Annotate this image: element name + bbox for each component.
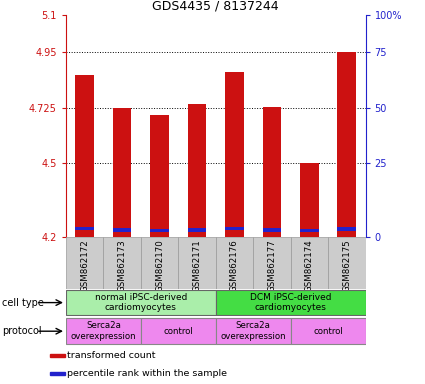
Bar [263,228,281,232]
Text: control: control [163,327,193,336]
Text: Serca2a
overexpression: Serca2a overexpression [71,321,136,341]
Title: GDS4435 / 8137244: GDS4435 / 8137244 [153,0,279,13]
Bar [75,227,94,230]
Text: normal iPSC-derived
cardiomyocytes: normal iPSC-derived cardiomyocytes [95,293,187,312]
Bar [141,318,215,344]
Bar [225,72,244,237]
Bar [215,291,366,315]
Text: GSM862175: GSM862175 [342,239,351,291]
Bar [50,354,65,357]
Bar [337,227,356,231]
Bar [141,237,178,289]
Bar [300,163,319,237]
Bar [150,229,169,232]
Bar [291,318,366,344]
Bar [66,291,215,315]
Text: GSM862177: GSM862177 [267,239,276,291]
Bar [253,237,291,289]
Bar [113,108,131,237]
Bar [215,237,253,289]
Bar [66,318,141,344]
Text: transformed count: transformed count [67,351,155,360]
Bar [50,372,65,375]
Text: GSM862170: GSM862170 [155,239,164,291]
Bar [113,228,131,232]
Bar [178,237,215,289]
Text: GSM862172: GSM862172 [80,239,89,291]
Bar [225,227,244,230]
Bar [337,52,356,237]
Bar [187,228,206,232]
Bar [328,237,366,289]
Text: percentile rank within the sample: percentile rank within the sample [67,369,227,378]
Text: GSM862173: GSM862173 [118,239,127,291]
Text: Serca2a
overexpression: Serca2a overexpression [220,321,286,341]
Text: DCM iPSC-derived
cardiomyocytes: DCM iPSC-derived cardiomyocytes [250,293,332,312]
Text: cell type: cell type [2,298,44,308]
Text: protocol: protocol [2,326,42,336]
Bar [291,237,328,289]
Text: GSM862176: GSM862176 [230,239,239,291]
Bar [300,229,319,232]
Bar [215,318,291,344]
Bar [263,107,281,237]
Text: GSM862174: GSM862174 [305,239,314,291]
Bar [75,74,94,237]
Text: control: control [313,327,343,336]
Bar [187,104,206,237]
Text: GSM862171: GSM862171 [193,239,201,291]
Bar [103,237,141,289]
Bar [66,237,103,289]
Bar [150,115,169,237]
